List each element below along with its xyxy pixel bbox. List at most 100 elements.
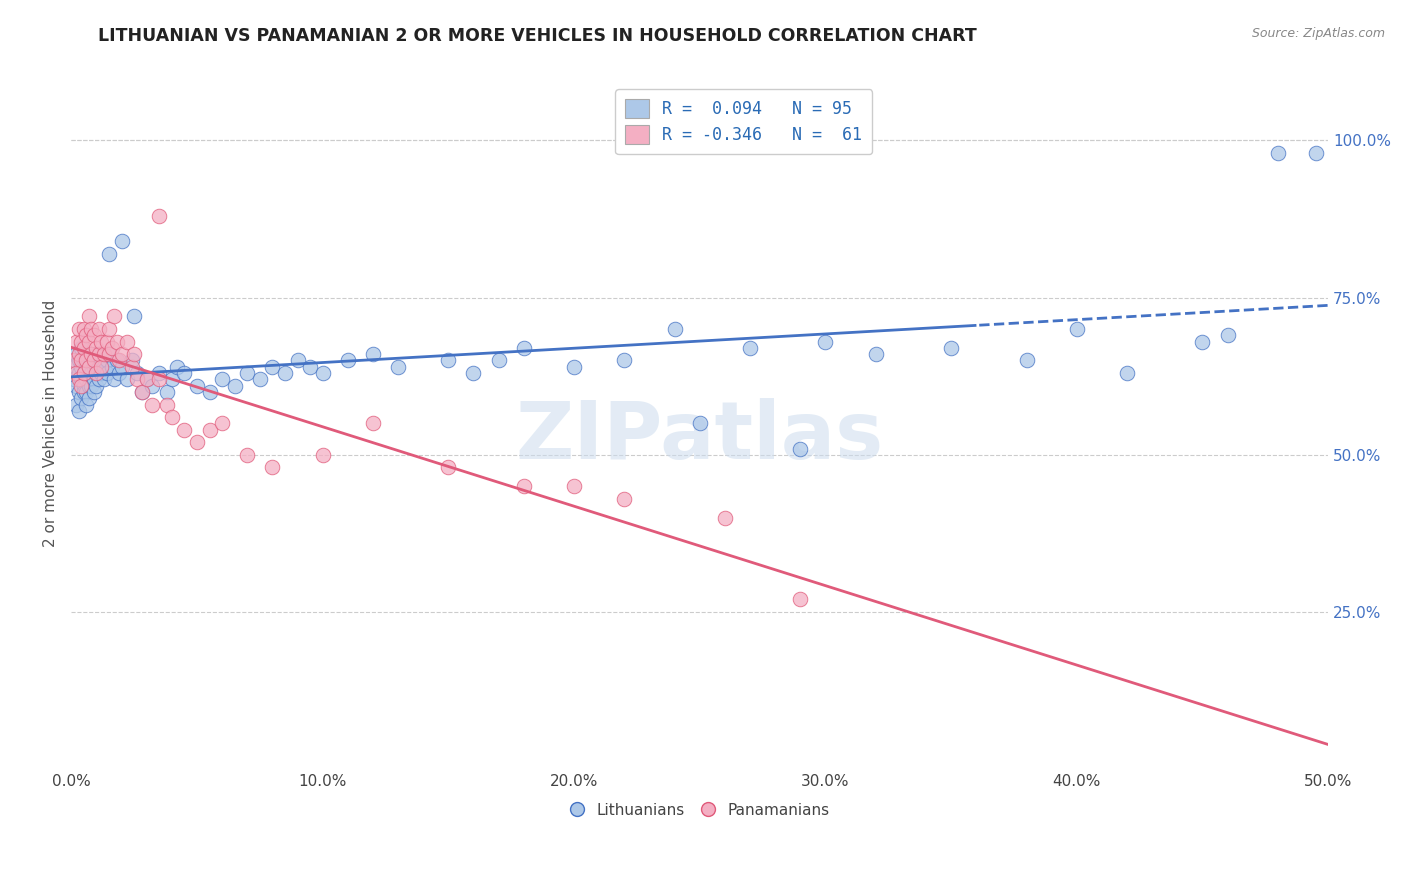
Point bbox=[75, 372, 97, 386]
Point bbox=[156, 384, 179, 399]
Point bbox=[135, 372, 157, 386]
Point bbox=[299, 359, 322, 374]
Point bbox=[86, 366, 108, 380]
Point bbox=[437, 460, 460, 475]
Point bbox=[110, 234, 132, 248]
Point bbox=[198, 384, 221, 399]
Point bbox=[160, 372, 183, 386]
Point bbox=[67, 353, 90, 368]
Point bbox=[70, 378, 93, 392]
Point bbox=[98, 246, 121, 260]
Point bbox=[96, 353, 118, 368]
Point bbox=[70, 341, 93, 355]
Text: LITHUANIAN VS PANAMANIAN 2 OR MORE VEHICLES IN HOUSEHOLD CORRELATION CHART: LITHUANIAN VS PANAMANIAN 2 OR MORE VEHIC… bbox=[98, 27, 977, 45]
Point bbox=[70, 334, 93, 349]
Point bbox=[789, 442, 811, 456]
Point bbox=[86, 378, 108, 392]
Point bbox=[90, 353, 112, 368]
Point bbox=[865, 347, 887, 361]
Point bbox=[83, 328, 105, 343]
Point bbox=[336, 353, 359, 368]
Point bbox=[262, 460, 284, 475]
Point bbox=[211, 372, 233, 386]
Point bbox=[236, 448, 259, 462]
Point bbox=[93, 372, 115, 386]
Point bbox=[75, 347, 97, 361]
Point bbox=[77, 378, 100, 392]
Point bbox=[562, 479, 585, 493]
Point bbox=[93, 347, 115, 361]
Point bbox=[73, 322, 96, 336]
Point bbox=[80, 322, 103, 336]
Point bbox=[80, 353, 103, 368]
Point bbox=[75, 353, 97, 368]
Point bbox=[105, 334, 128, 349]
Point bbox=[83, 384, 105, 399]
Point bbox=[83, 353, 105, 368]
Point bbox=[135, 372, 157, 386]
Point bbox=[1267, 145, 1289, 160]
Point bbox=[121, 359, 143, 374]
Point bbox=[122, 347, 145, 361]
Point bbox=[738, 341, 761, 355]
Point bbox=[75, 384, 97, 399]
Point bbox=[173, 366, 195, 380]
Point bbox=[86, 366, 108, 380]
Point bbox=[166, 359, 188, 374]
Point bbox=[1191, 334, 1213, 349]
Point bbox=[100, 341, 122, 355]
Point bbox=[65, 347, 87, 361]
Point bbox=[105, 353, 128, 368]
Point bbox=[70, 372, 93, 386]
Point bbox=[87, 372, 110, 386]
Point bbox=[67, 384, 90, 399]
Point bbox=[814, 334, 837, 349]
Point bbox=[67, 404, 90, 418]
Point bbox=[287, 353, 309, 368]
Point bbox=[249, 372, 271, 386]
Point bbox=[63, 372, 86, 386]
Point bbox=[1216, 328, 1239, 343]
Point bbox=[65, 397, 87, 411]
Point bbox=[664, 322, 686, 336]
Point bbox=[90, 359, 112, 374]
Point bbox=[361, 347, 384, 361]
Point bbox=[387, 359, 409, 374]
Point bbox=[93, 359, 115, 374]
Point bbox=[110, 347, 132, 361]
Legend: Lithuanians, Panamanians: Lithuanians, Panamanians bbox=[564, 797, 837, 824]
Point bbox=[689, 417, 711, 431]
Point bbox=[70, 353, 93, 368]
Point bbox=[463, 366, 485, 380]
Point bbox=[115, 372, 138, 386]
Point bbox=[211, 417, 233, 431]
Point bbox=[160, 410, 183, 425]
Point bbox=[125, 366, 148, 380]
Point bbox=[77, 310, 100, 324]
Point bbox=[562, 359, 585, 374]
Point bbox=[73, 384, 96, 399]
Point bbox=[73, 341, 96, 355]
Point bbox=[122, 310, 145, 324]
Point bbox=[75, 397, 97, 411]
Point bbox=[186, 435, 208, 450]
Point bbox=[274, 366, 297, 380]
Point bbox=[63, 359, 86, 374]
Point bbox=[96, 334, 118, 349]
Point bbox=[312, 448, 335, 462]
Point bbox=[63, 353, 86, 368]
Point bbox=[80, 347, 103, 361]
Point bbox=[262, 359, 284, 374]
Point bbox=[87, 322, 110, 336]
Text: ZIPatlas: ZIPatlas bbox=[516, 398, 884, 476]
Point bbox=[186, 378, 208, 392]
Point bbox=[70, 359, 93, 374]
Point bbox=[1116, 366, 1139, 380]
Point bbox=[141, 378, 163, 392]
Point bbox=[86, 347, 108, 361]
Point bbox=[939, 341, 962, 355]
Point bbox=[141, 397, 163, 411]
Point bbox=[131, 384, 153, 399]
Point bbox=[312, 366, 335, 380]
Point bbox=[90, 366, 112, 380]
